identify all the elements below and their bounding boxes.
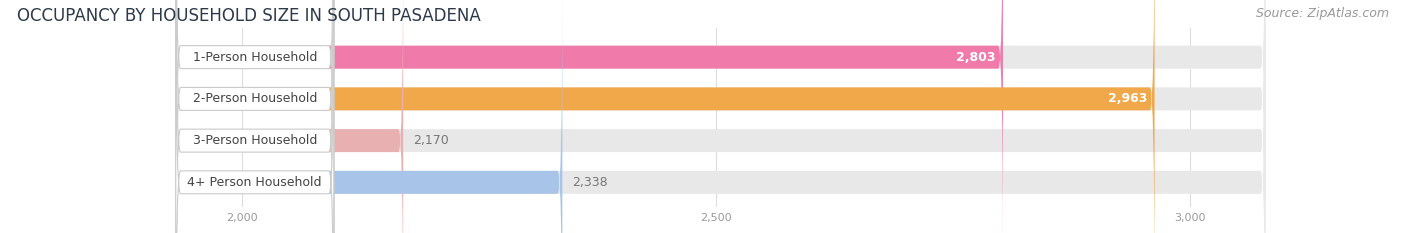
FancyBboxPatch shape: [176, 0, 1265, 233]
Text: 4+ Person Household: 4+ Person Household: [187, 176, 322, 189]
Text: 3-Person Household: 3-Person Household: [193, 134, 316, 147]
FancyBboxPatch shape: [176, 0, 404, 233]
FancyBboxPatch shape: [176, 0, 333, 233]
FancyBboxPatch shape: [176, 0, 333, 233]
FancyBboxPatch shape: [176, 0, 562, 233]
Text: 2,803: 2,803: [956, 51, 995, 64]
FancyBboxPatch shape: [176, 0, 333, 233]
FancyBboxPatch shape: [176, 0, 333, 233]
Text: 2,963: 2,963: [1108, 93, 1147, 105]
Text: Source: ZipAtlas.com: Source: ZipAtlas.com: [1256, 7, 1389, 20]
FancyBboxPatch shape: [176, 0, 1265, 233]
Text: OCCUPANCY BY HOUSEHOLD SIZE IN SOUTH PASADENA: OCCUPANCY BY HOUSEHOLD SIZE IN SOUTH PAS…: [17, 7, 481, 25]
Text: 2,338: 2,338: [572, 176, 607, 189]
FancyBboxPatch shape: [176, 0, 1002, 233]
FancyBboxPatch shape: [176, 0, 1265, 233]
Text: 2,170: 2,170: [412, 134, 449, 147]
FancyBboxPatch shape: [176, 0, 1154, 233]
Text: 2-Person Household: 2-Person Household: [193, 93, 316, 105]
FancyBboxPatch shape: [176, 0, 1265, 233]
Text: 1-Person Household: 1-Person Household: [193, 51, 316, 64]
